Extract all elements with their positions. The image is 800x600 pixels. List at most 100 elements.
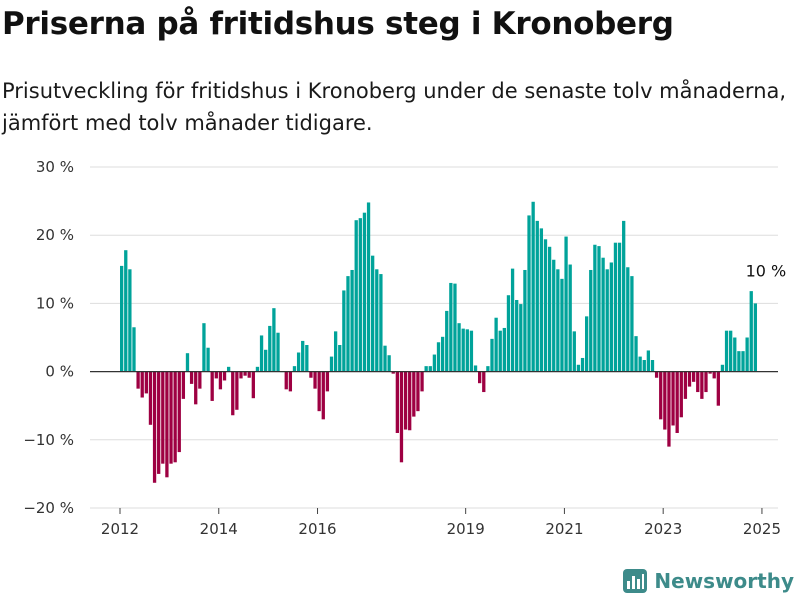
bar bbox=[296, 352, 301, 372]
bar bbox=[453, 283, 457, 372]
bar bbox=[671, 371, 675, 426]
bar bbox=[729, 330, 733, 372]
bar bbox=[165, 371, 169, 478]
bar bbox=[683, 371, 688, 399]
bar bbox=[515, 299, 519, 372]
bar bbox=[691, 371, 696, 382]
bar bbox=[708, 371, 712, 374]
x-tick-label: 2012 bbox=[101, 520, 139, 538]
bar bbox=[198, 371, 202, 389]
bar bbox=[301, 340, 305, 372]
y-tick-label: 20 % bbox=[36, 226, 74, 244]
bar bbox=[399, 371, 404, 463]
bar bbox=[157, 371, 161, 474]
bars bbox=[90, 201, 778, 483]
bar bbox=[552, 259, 556, 372]
bar bbox=[366, 202, 371, 372]
bar bbox=[235, 371, 239, 410]
annotation: 10 % bbox=[746, 261, 787, 280]
bar bbox=[420, 371, 424, 392]
bar bbox=[144, 371, 148, 394]
bar bbox=[585, 316, 589, 372]
newsworthy-logo: Newsworthy bbox=[622, 568, 794, 594]
brand-name: Newsworthy bbox=[654, 569, 794, 593]
bar bbox=[506, 295, 511, 372]
bar bbox=[317, 371, 321, 412]
bar bbox=[745, 337, 749, 372]
bar bbox=[465, 329, 469, 372]
bar bbox=[716, 371, 720, 406]
bar bbox=[634, 336, 638, 372]
bar bbox=[412, 371, 416, 417]
bar bbox=[560, 278, 564, 372]
bar bbox=[346, 276, 350, 372]
bar bbox=[494, 317, 498, 372]
y-tick-label: −20 % bbox=[23, 499, 74, 517]
bar bbox=[617, 242, 622, 372]
bar bbox=[428, 366, 432, 372]
bar bbox=[247, 371, 251, 378]
bar bbox=[255, 366, 260, 372]
bar bbox=[375, 269, 379, 372]
bar bbox=[268, 325, 272, 372]
bar bbox=[350, 269, 354, 372]
bar-chart: 30 %20 %10 %0 %−10 %−20 % 2012 2014 2016 20… bbox=[23, 158, 787, 538]
bar bbox=[626, 267, 630, 372]
x-tick-label: 2014 bbox=[200, 520, 238, 538]
annotation-label: 10 % bbox=[746, 261, 787, 280]
bar-chart-icon bbox=[623, 569, 648, 593]
bar bbox=[572, 331, 576, 372]
bar bbox=[436, 342, 441, 372]
bar bbox=[136, 371, 140, 389]
bar bbox=[173, 371, 177, 463]
bar bbox=[490, 338, 494, 372]
bar bbox=[601, 257, 605, 372]
bar bbox=[424, 366, 428, 372]
x-tick-label: 2025 bbox=[743, 520, 781, 538]
bar bbox=[478, 371, 482, 384]
bar bbox=[333, 331, 338, 372]
bar bbox=[251, 371, 255, 399]
bar bbox=[469, 330, 474, 372]
gridlines bbox=[90, 166, 778, 509]
bar bbox=[642, 360, 646, 372]
bar bbox=[659, 371, 663, 420]
bar bbox=[403, 371, 408, 430]
bar bbox=[486, 366, 490, 372]
y-axis-ticks: 30 % 20 % 10 % 0 % −10 % −20 % bbox=[23, 158, 74, 517]
bar bbox=[473, 365, 478, 372]
bar bbox=[556, 269, 560, 372]
bar bbox=[338, 345, 342, 372]
bar bbox=[169, 371, 173, 464]
bar bbox=[679, 371, 683, 418]
bar bbox=[132, 327, 136, 372]
bar bbox=[523, 269, 527, 372]
bar bbox=[313, 371, 317, 389]
bar bbox=[543, 239, 548, 372]
chart-title: Priserna på fritidshus steg i Kronoberg bbox=[2, 6, 674, 42]
x-tick-label: 2016 bbox=[298, 520, 336, 538]
bar bbox=[667, 371, 671, 447]
bar bbox=[547, 246, 552, 372]
bar bbox=[284, 371, 288, 390]
bar bbox=[630, 276, 634, 372]
bar bbox=[605, 269, 609, 372]
bar bbox=[724, 330, 729, 372]
bar bbox=[210, 371, 214, 401]
bar bbox=[264, 349, 268, 372]
bar bbox=[663, 371, 667, 430]
x-tick-label: 2023 bbox=[644, 520, 682, 538]
bar bbox=[239, 371, 243, 379]
y-tick-label: 0 % bbox=[45, 363, 74, 381]
bar bbox=[194, 371, 198, 405]
bar bbox=[206, 347, 210, 372]
bar bbox=[214, 371, 218, 379]
bar bbox=[712, 371, 716, 379]
bar bbox=[292, 366, 297, 372]
bar bbox=[177, 371, 181, 453]
x-tick-label: 2021 bbox=[545, 520, 583, 538]
bar bbox=[646, 350, 651, 372]
bar bbox=[638, 356, 642, 372]
bar bbox=[243, 371, 247, 376]
bar bbox=[741, 351, 745, 372]
